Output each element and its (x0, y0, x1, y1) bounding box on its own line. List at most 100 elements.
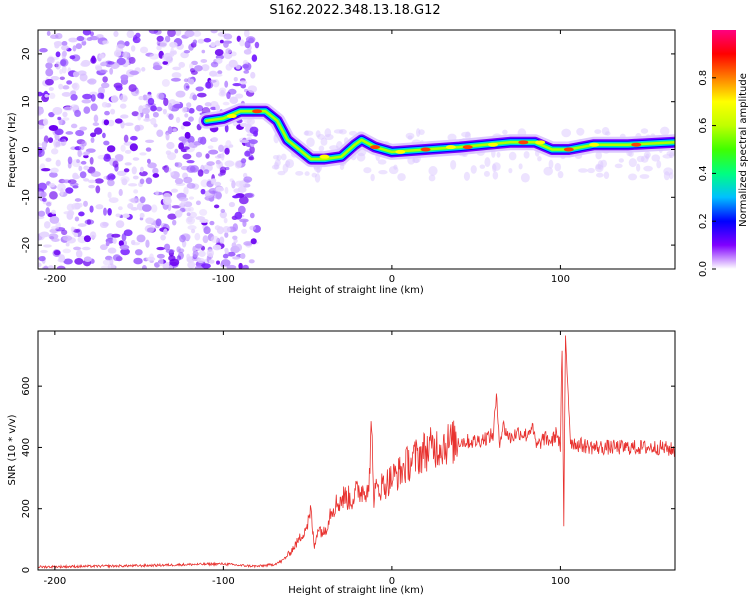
noise-blob (523, 151, 530, 159)
noise-blob (75, 43, 83, 50)
noise-blob (171, 188, 179, 193)
noise-blob (240, 253, 246, 260)
noise-blob (216, 226, 225, 235)
noise-blob (241, 228, 248, 234)
noise-blob (120, 74, 129, 81)
ridge-hotspot (252, 109, 263, 114)
noise-blob (215, 186, 225, 192)
noise-blob (175, 116, 181, 124)
noise-blob (49, 92, 56, 100)
noise-blob (548, 159, 554, 169)
noise-blob (63, 258, 73, 265)
noise-blob (69, 55, 76, 60)
noise-blob (90, 132, 97, 138)
noise-blob (87, 78, 97, 85)
noise-blob (188, 107, 195, 114)
noise-blob (222, 253, 229, 259)
noise-blob (103, 155, 112, 162)
noise-blob (106, 145, 116, 153)
noise-blob (184, 131, 191, 139)
noise-blob (147, 162, 157, 169)
noise-blob (162, 196, 172, 205)
noise-blob (55, 51, 61, 58)
noise-blob (115, 154, 124, 162)
noise-blob (249, 225, 257, 231)
noise-blob (45, 207, 50, 215)
colorbar-tick-label: 0.8 (698, 70, 709, 86)
noise-blob (192, 94, 198, 101)
noise-blob (76, 35, 85, 42)
noise-blob (43, 244, 52, 248)
noise-blob (311, 172, 317, 178)
noise-blob (201, 64, 210, 72)
noise-blob (412, 157, 420, 164)
noise-blob (43, 265, 49, 269)
noise-blob (106, 175, 111, 181)
top-ylabel: Frequency (Hz) (7, 112, 18, 188)
noise-blob (232, 235, 238, 240)
noise-blob (55, 61, 61, 70)
noise-blob (248, 156, 255, 161)
noise-blob (224, 80, 229, 88)
noise-blob (180, 51, 189, 59)
noise-blob (123, 168, 130, 173)
noise-blob (53, 249, 61, 256)
noise-blob (60, 187, 64, 196)
noise-blob (666, 150, 675, 157)
noise-blob (70, 123, 78, 129)
noise-blob (252, 130, 258, 137)
noise-blob (198, 250, 206, 257)
noise-blob (172, 66, 182, 71)
noise-blob (116, 57, 126, 66)
noise-blob (178, 142, 185, 150)
bottom-ylabel: SNR (10 * v/v) (7, 414, 18, 485)
noise-blob (165, 132, 170, 141)
ridge-hotspot (535, 140, 546, 145)
noise-blob (139, 178, 145, 185)
noise-blob (133, 257, 143, 265)
noise-blob (110, 108, 116, 115)
noise-blob (67, 210, 75, 217)
noise-blob (168, 113, 174, 120)
noise-blob (143, 118, 151, 122)
noise-blob (95, 66, 103, 71)
noise-blob (230, 51, 237, 57)
noise-blob (651, 154, 661, 162)
noise-blob (62, 85, 70, 90)
noise-blob (304, 130, 309, 136)
noise-blob (195, 200, 201, 206)
noise-blob (363, 167, 372, 174)
noise-blob (107, 179, 115, 187)
noise-blob (93, 114, 99, 123)
noise-blob (203, 226, 211, 235)
noise-blob (107, 207, 112, 216)
noise-blob (99, 221, 109, 228)
noise-blob (97, 92, 104, 99)
noise-blob (44, 93, 49, 98)
noise-blob (74, 198, 82, 202)
noise-blob (167, 30, 176, 38)
y-tick-label: -20 (21, 237, 32, 253)
noise-blob (595, 151, 603, 160)
noise-blob (56, 265, 66, 269)
noise-blob (220, 152, 225, 161)
noise-blob (71, 83, 78, 89)
noise-blob (67, 156, 73, 165)
noise-blob (192, 39, 198, 45)
noise-blob (49, 191, 58, 200)
x-tick-label: 100 (551, 576, 570, 587)
noise-blob (102, 76, 108, 83)
noise-blob (132, 157, 140, 161)
noise-blob (101, 40, 109, 45)
noise-blob (100, 62, 107, 67)
noise-blob (628, 158, 637, 168)
noise-blob (112, 160, 119, 168)
noise-blob (224, 160, 235, 167)
bottom-plot-area (38, 331, 675, 570)
noise-blob (119, 94, 128, 103)
noise-blob (213, 204, 220, 209)
noise-blob (187, 261, 196, 269)
noise-blob (204, 81, 214, 89)
noise-blob (38, 182, 48, 191)
noise-blob (223, 40, 229, 48)
